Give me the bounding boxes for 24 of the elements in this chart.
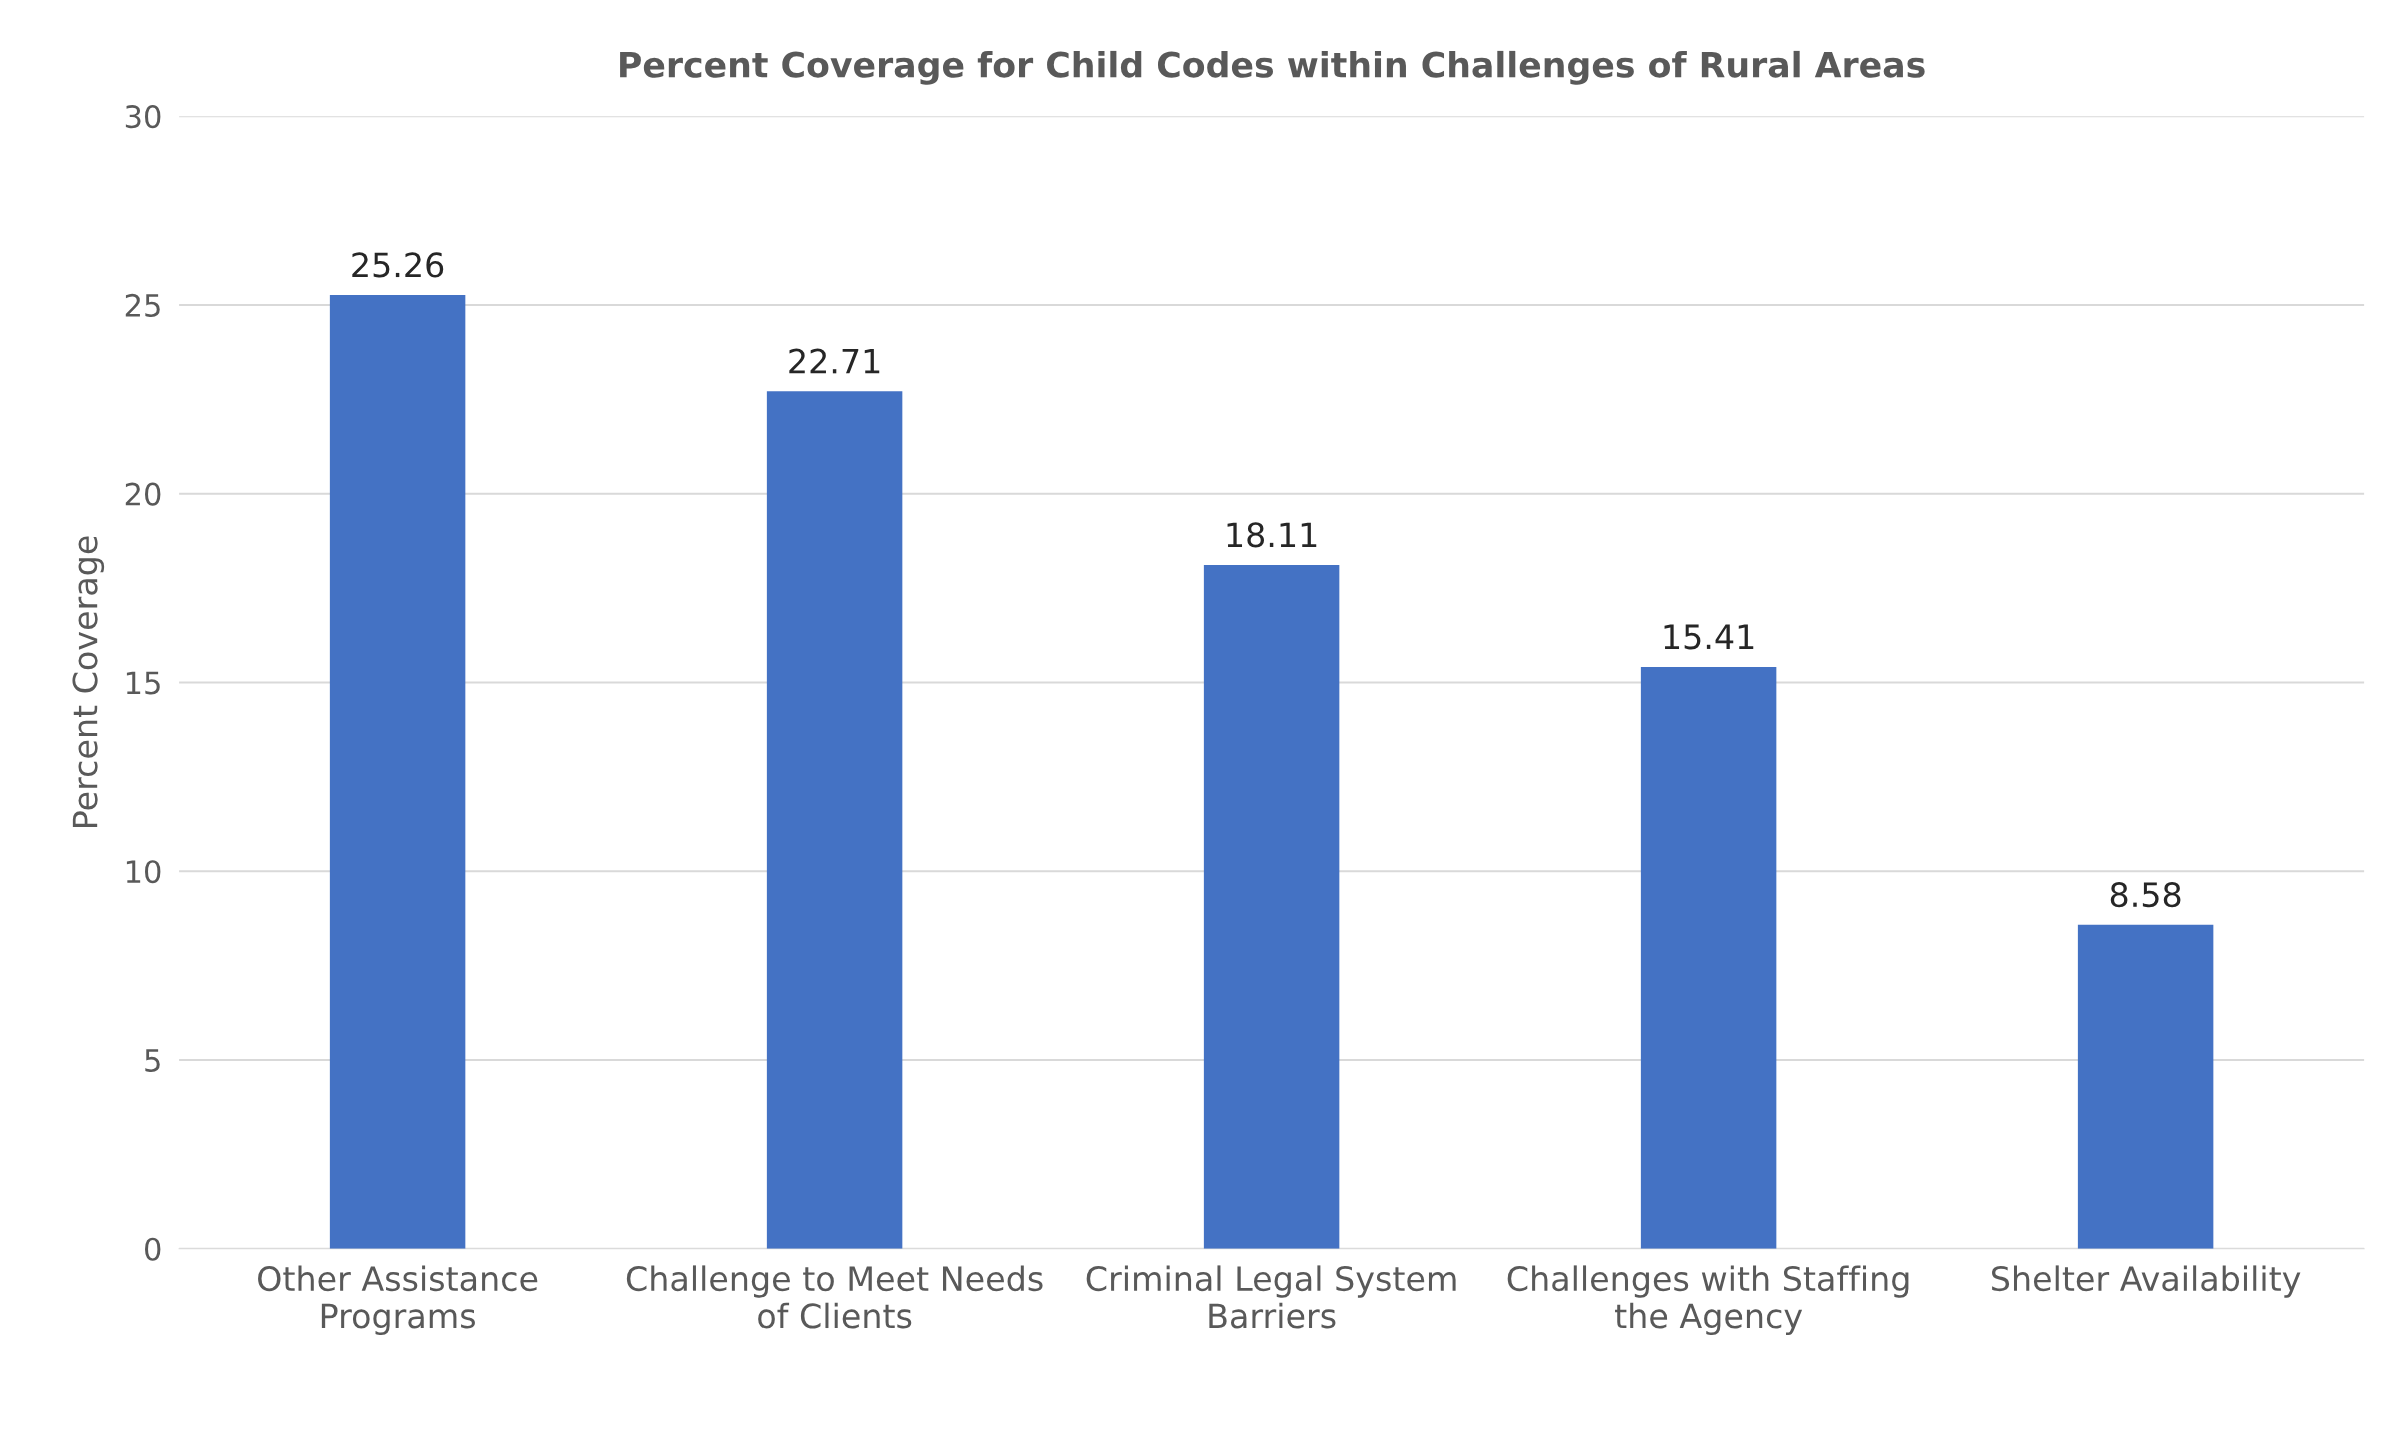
chart-title: Percent Coverage for Child Codes within Challenges of Rural Areas [620, 50, 1925, 85]
y-tick-label: 10 [126, 860, 161, 884]
bar [2077, 924, 2214, 1249]
x-tick-label: Shelter Availability [1992, 1265, 2301, 1298]
data-label: 22.71 [789, 348, 880, 374]
y-tick-label: 25 [125, 293, 160, 317]
x-tick-label: Challenge to Meet Needs of Clients [626, 1265, 1043, 1329]
x-tick-label: Other Assistance Programs [258, 1265, 538, 1335]
y-tick-label: 0 [145, 1237, 161, 1261]
data-label: 18.11 [1227, 522, 1317, 548]
y-tick-label: 30 [125, 105, 161, 129]
data-label: 15.41 [1664, 624, 1754, 650]
bar [1203, 565, 1340, 1249]
data-label: 8.58 [2110, 882, 2181, 908]
x-tick-label: Criminal Legal System Barriers [1086, 1265, 1456, 1329]
bar [329, 295, 466, 1249]
y-tick-label: 5 [145, 1049, 160, 1072]
bar [766, 391, 903, 1249]
bar [1640, 666, 1777, 1249]
y-axis-title: Percent Coverage [72, 536, 105, 828]
x-tick-label: Challenges with Staffing the Agency [1507, 1265, 1909, 1335]
data-label: 25.26 [352, 252, 444, 278]
y-tick-label: 15 [126, 671, 160, 695]
y-tick-label: 20 [125, 482, 161, 506]
